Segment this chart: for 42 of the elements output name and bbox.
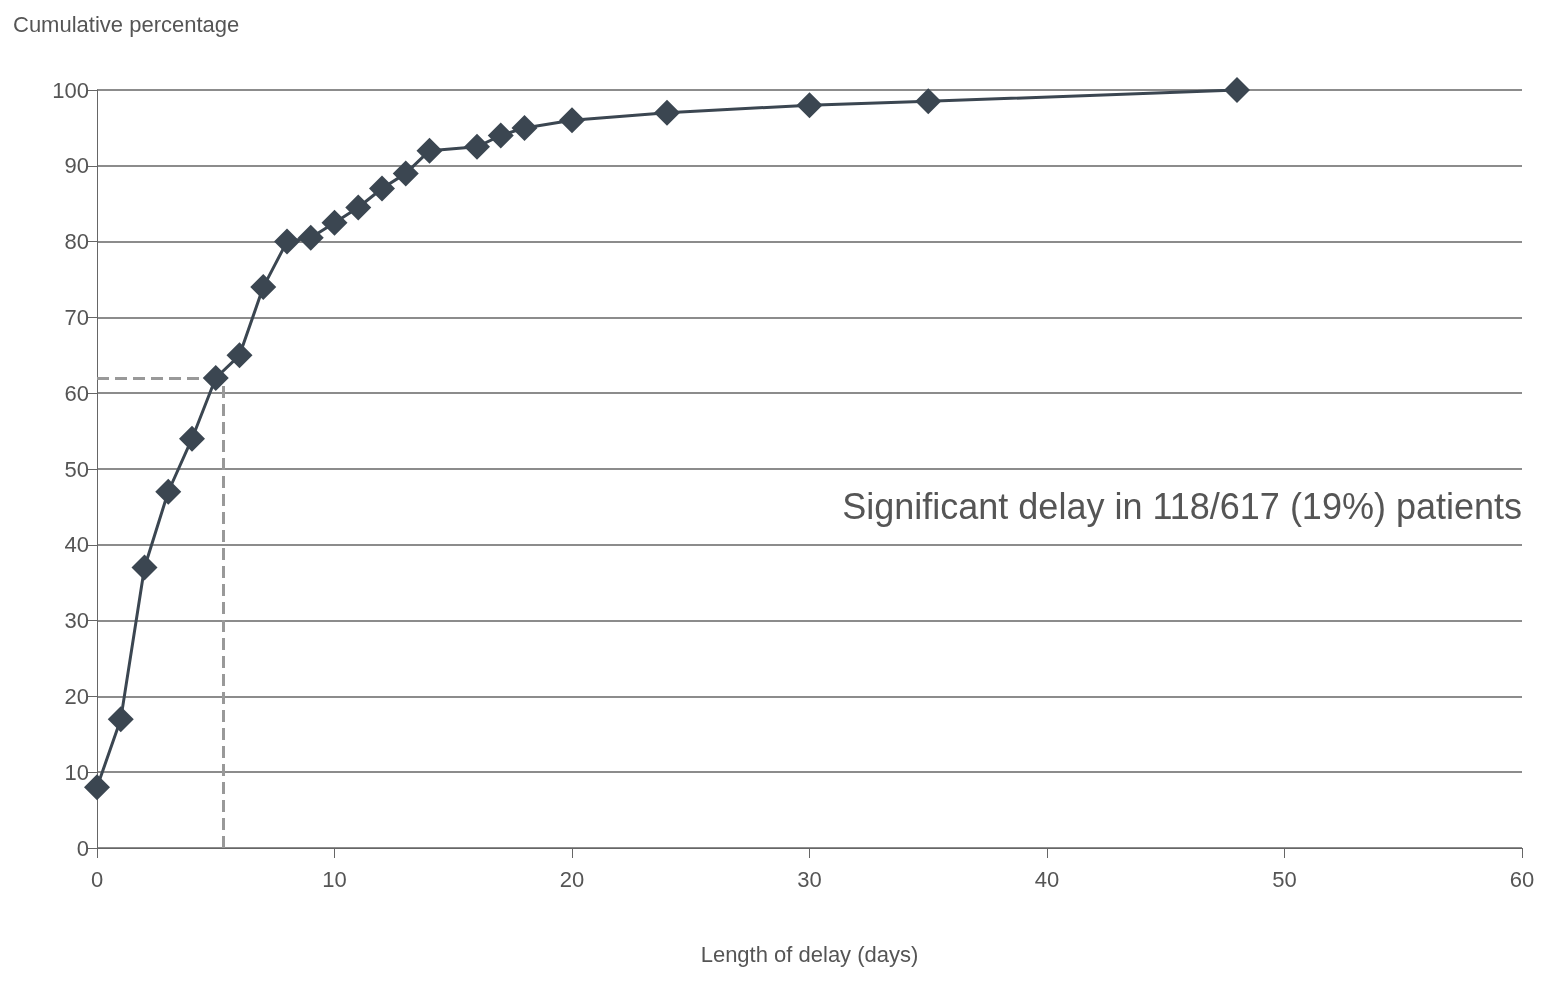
point [345, 194, 372, 221]
y-tick-label: 20 [64, 683, 89, 709]
x-tick-label: 40 [1034, 866, 1060, 892]
point [464, 133, 490, 160]
point [1224, 77, 1250, 103]
point [654, 99, 680, 126]
y-tick-label: 0 [76, 835, 89, 861]
y-tick-label: 10 [64, 759, 89, 785]
y-tick-label: 30 [64, 608, 89, 634]
point [297, 224, 324, 251]
y-tick-label: 70 [64, 304, 89, 330]
point [155, 478, 182, 505]
point [179, 425, 205, 452]
point [226, 342, 253, 369]
x-tick-label: 30 [797, 866, 822, 892]
y-tick-label: 100 [52, 77, 89, 103]
point [511, 114, 538, 141]
point [796, 92, 823, 119]
y-tick-label: 40 [64, 532, 89, 558]
point [131, 554, 158, 581]
x-tick-label: 50 [1272, 866, 1297, 892]
point [915, 88, 942, 115]
point [274, 228, 300, 255]
point [321, 209, 348, 236]
point [392, 160, 419, 187]
y-tick-label: 90 [64, 153, 89, 179]
y-tick-label: 80 [64, 229, 89, 255]
point [107, 706, 134, 733]
x-tick-label: 10 [322, 866, 347, 892]
point [250, 274, 277, 301]
x-tick-label: 60 [1509, 866, 1535, 892]
point [202, 365, 229, 392]
y-axis-title: Cumulative percentage [13, 11, 240, 37]
y-tick-label: 50 [64, 456, 89, 482]
point [416, 137, 443, 164]
y-tick-label: 60 [64, 380, 89, 406]
annotation: Significant delay in 118/617 (19%) patients [842, 485, 1522, 527]
x-tick-label: 20 [559, 866, 585, 892]
point [487, 122, 514, 149]
point [559, 107, 585, 134]
x-axis-title: Length of delay (days) [700, 941, 919, 967]
point [369, 175, 395, 202]
